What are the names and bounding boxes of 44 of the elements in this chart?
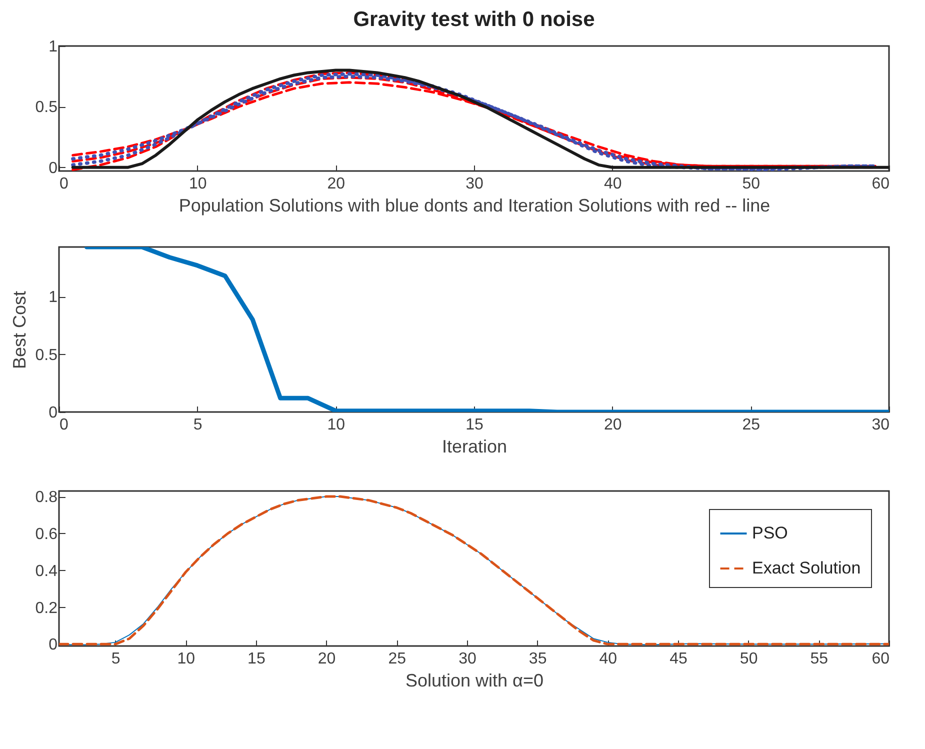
y-tick-label: 0 — [48, 404, 58, 422]
x-tick-label: 20 — [604, 416, 622, 434]
x-tick-label: 10 — [188, 176, 207, 192]
x-tick-label: 60 — [872, 650, 890, 668]
x-tick-label: 30 — [466, 176, 484, 192]
x-tick-label: 50 — [740, 650, 758, 668]
x-axis-title: Iteration — [442, 436, 508, 456]
x-tick-label: 5 — [111, 650, 120, 668]
legend-label: PSO — [752, 524, 788, 542]
x-tick-label: 25 — [742, 416, 760, 434]
x-tick-label: 40 — [604, 176, 622, 192]
y-axis-title: Best Cost — [9, 290, 30, 370]
x-tick-label: 20 — [318, 650, 336, 668]
x-tick-label: 60 — [872, 176, 890, 192]
x-tick-label: 15 — [466, 416, 484, 434]
y-tick-label: 1 — [48, 38, 58, 56]
x-axis-title: Solution with α=0 — [406, 670, 544, 690]
x-tick-label: 0 — [60, 416, 68, 434]
chart-title: Gravity test with 0 noise — [353, 8, 595, 31]
y-tick-label: 0 — [48, 160, 58, 177]
x-tick-label: 10 — [327, 416, 346, 434]
y-tick-label: 0 — [48, 636, 58, 654]
x-tick-label: 25 — [388, 650, 406, 668]
x-tick-label: 5 — [193, 416, 202, 434]
legend-label: Exact Solution — [752, 558, 861, 578]
y-tick-label: 0.5 — [35, 99, 58, 116]
y-tick-label: 0.5 — [35, 346, 58, 364]
y-tick-label: 0.6 — [35, 526, 58, 543]
x-tick-label: 30 — [872, 416, 890, 434]
x-tick-label: 50 — [742, 176, 760, 192]
x-tick-label: 30 — [458, 650, 476, 668]
x-axis-title: Population Solutions with blue donts and Iteration Solutions with red -- line — [178, 196, 770, 216]
x-tick-label: 0 — [60, 176, 68, 192]
y-tick-label: 1 — [48, 289, 58, 306]
x-tick-label: 55 — [810, 650, 828, 668]
x-tick-label: 45 — [670, 650, 688, 668]
x-tick-label: 40 — [599, 650, 618, 668]
x-tick-label: 35 — [528, 650, 547, 668]
y-tick-label: 0.2 — [35, 600, 58, 617]
y-tick-label: 0.8 — [35, 489, 58, 506]
x-tick-label: 10 — [177, 650, 196, 668]
y-tick-label: 0.4 — [35, 562, 58, 580]
x-tick-label: 20 — [327, 176, 346, 192]
x-tick-label: 15 — [248, 650, 266, 668]
